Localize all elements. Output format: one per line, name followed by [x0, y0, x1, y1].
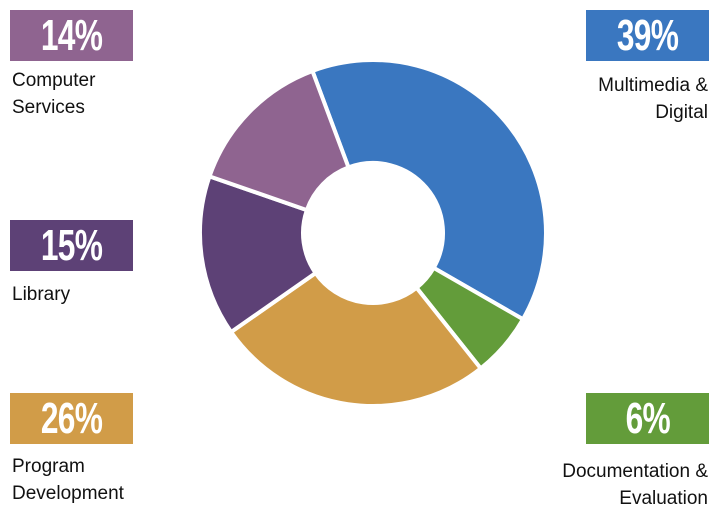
value-label: 39% — [616, 10, 679, 60]
donut-segment — [198, 173, 319, 335]
category-label: Library — [12, 284, 71, 305]
value-label: 26% — [40, 393, 103, 443]
value-badge: 15% — [10, 220, 133, 271]
donut-segment — [206, 68, 352, 213]
category-label: Computer Services — [12, 70, 96, 118]
value-badge: 6% — [586, 393, 709, 444]
category-label: Documentation & Evaluation — [562, 461, 708, 509]
category-label: Program Development — [12, 456, 124, 504]
category-label: Multimedia & Digital — [598, 75, 708, 123]
value-badge: 14% — [10, 10, 133, 61]
value-badge: 39% — [586, 10, 709, 61]
value-badge: 26% — [10, 393, 133, 444]
value-label: 6% — [625, 393, 670, 443]
value-label: 14% — [40, 10, 103, 60]
donut-segment — [309, 58, 548, 322]
value-label: 15% — [40, 220, 103, 270]
donut-segment — [228, 270, 484, 408]
